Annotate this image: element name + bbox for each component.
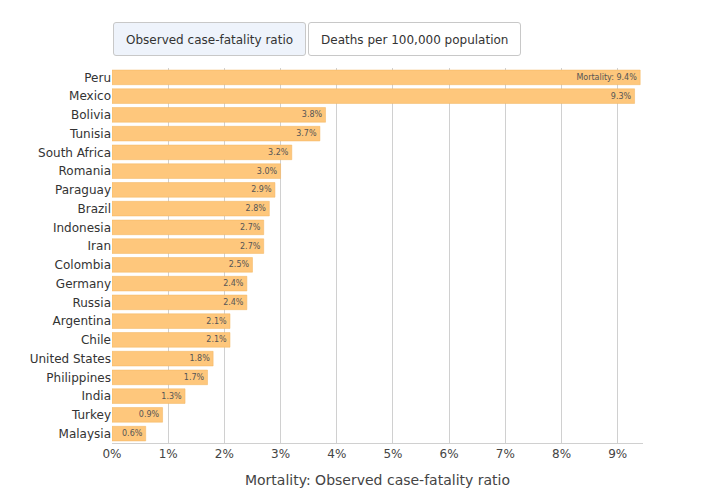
svg-text:2.8%: 2.8% [246, 204, 267, 213]
svg-text:2.9%: 2.9% [251, 185, 272, 194]
svg-text:Bolivia: Bolivia [71, 108, 111, 122]
svg-text:7%: 7% [496, 447, 515, 461]
svg-text:3.8%: 3.8% [302, 110, 323, 119]
svg-text:5%: 5% [383, 447, 402, 461]
svg-text:Brazil: Brazil [78, 202, 112, 216]
svg-text:Malaysia: Malaysia [59, 427, 111, 441]
svg-text:United States: United States [30, 352, 111, 366]
html-text:Deaths per 100,000 population: Deaths per 100,000 population [321, 33, 509, 47]
svg-text:Russia: Russia [72, 296, 111, 310]
svg-text:2%: 2% [215, 447, 234, 461]
svg-text:2.7%: 2.7% [240, 223, 261, 232]
svg-text:4%: 4% [327, 447, 346, 461]
svg-text:9%: 9% [608, 447, 627, 461]
svg-text:1%: 1% [159, 447, 178, 461]
svg-text:Turkey: Turkey [71, 408, 111, 422]
svg-text:Mortality: 9.4%: Mortality: 9.4% [576, 73, 637, 82]
svg-text:Romania: Romania [59, 164, 111, 178]
svg-text:2.1%: 2.1% [206, 335, 227, 344]
svg-text:South Africa: South Africa [38, 146, 111, 160]
svg-text:Chile: Chile [81, 333, 111, 347]
svg-text:India: India [82, 389, 111, 403]
svg-text:Argentina: Argentina [52, 314, 111, 328]
svg-text:Colombia: Colombia [55, 258, 111, 272]
svg-text:2.4%: 2.4% [223, 298, 244, 307]
svg-text:Mortality: Observed case-fatal: Mortality: Observed case-fatality ratio [245, 472, 510, 488]
svg-text:Germany: Germany [56, 277, 111, 291]
svg-text:8%: 8% [552, 447, 571, 461]
svg-text:Iran: Iran [88, 239, 111, 253]
svg-text:2.7%: 2.7% [240, 242, 261, 251]
svg-text:0%: 0% [102, 447, 121, 461]
svg-text:2.5%: 2.5% [229, 260, 250, 269]
svg-text:1.3%: 1.3% [161, 392, 182, 401]
svg-text:Indonesia: Indonesia [53, 221, 111, 235]
svg-text:6%: 6% [440, 447, 459, 461]
svg-text:2.4%: 2.4% [223, 279, 244, 288]
svg-text:1.7%: 1.7% [184, 373, 205, 382]
svg-text:9.3%: 9.3% [611, 92, 632, 101]
svg-text:0.6%: 0.6% [122, 429, 143, 438]
svg-text:Philippines: Philippines [46, 371, 111, 385]
svg-text:Mexico: Mexico [69, 89, 111, 103]
svg-text:1.8%: 1.8% [189, 354, 210, 363]
svg-text:3.7%: 3.7% [296, 129, 317, 138]
svg-text:3.0%: 3.0% [257, 167, 278, 176]
svg-text:0.9%: 0.9% [139, 410, 160, 419]
svg-text:3.2%: 3.2% [268, 148, 289, 157]
svg-text:Peru: Peru [84, 71, 111, 85]
html-text:Observed case-fatality ratio: Observed case-fatality ratio [126, 33, 294, 47]
svg-text:2.1%: 2.1% [206, 317, 227, 326]
svg-text:Tunisia: Tunisia [69, 127, 111, 141]
svg-text:Paraguay: Paraguay [55, 183, 111, 197]
svg-text:3%: 3% [271, 447, 290, 461]
